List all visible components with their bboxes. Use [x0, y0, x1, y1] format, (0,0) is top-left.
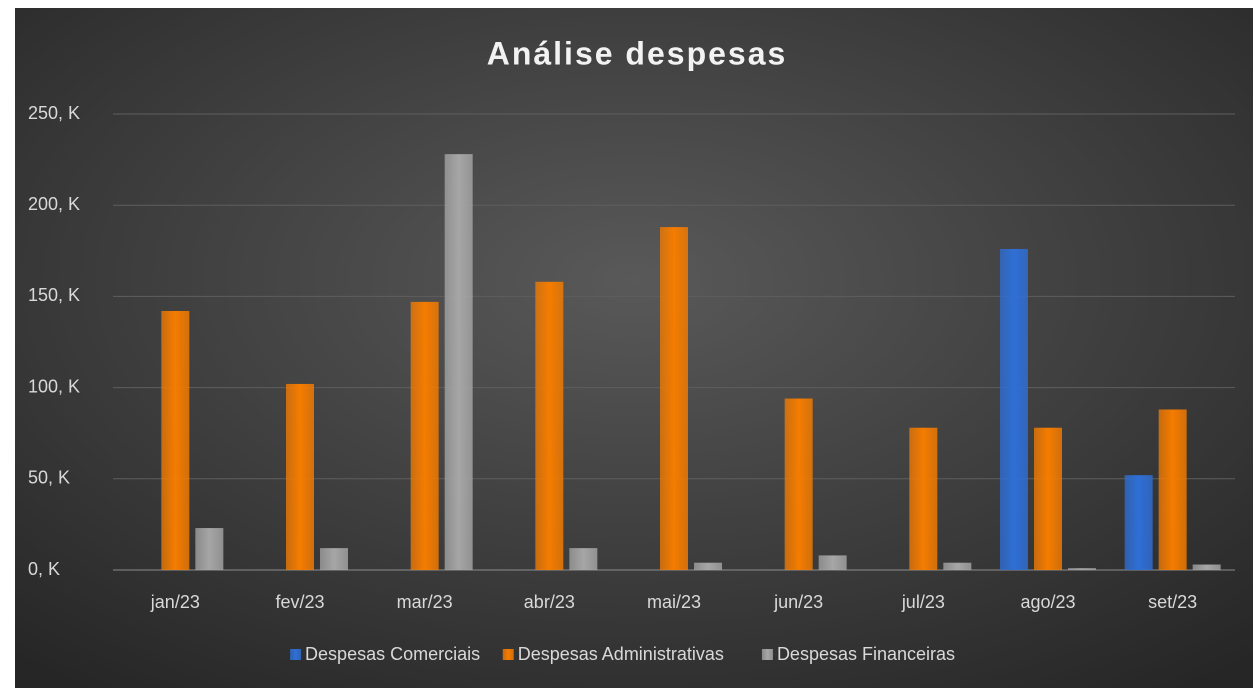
- y-tick-label: 150, K: [28, 285, 80, 305]
- bar: [1034, 427, 1062, 570]
- y-tick-label: 0, K: [28, 559, 60, 579]
- bar: [320, 548, 348, 570]
- legend-swatch: [761, 649, 773, 660]
- chart-background: [15, 8, 1253, 688]
- x-tick-label: jun/23: [773, 592, 823, 612]
- bar: [1000, 248, 1028, 570]
- x-tick-label: abr/23: [524, 592, 575, 612]
- x-tick-label: set/23: [1148, 592, 1197, 612]
- y-tick-label: 100, K: [28, 376, 80, 396]
- x-tick-label: mai/23: [647, 592, 701, 612]
- y-tick-label: 50, K: [28, 468, 70, 488]
- bar: [1124, 475, 1153, 570]
- legend-swatch: [290, 649, 302, 660]
- bar: [535, 281, 564, 570]
- bar: [943, 562, 972, 570]
- x-tick-label: jan/23: [150, 592, 200, 612]
- y-tick-label: 200, K: [28, 194, 80, 214]
- legend-swatch: [502, 649, 514, 660]
- chart-title: Análise despesas: [487, 35, 788, 71]
- bar: [444, 154, 473, 571]
- y-tick-label: 250, K: [28, 103, 80, 123]
- legend-label: Despesas Administrativas: [518, 644, 724, 664]
- bar: [410, 301, 439, 570]
- legend-label: Despesas Financeiras: [777, 644, 955, 664]
- bar: [694, 562, 722, 570]
- bar: [195, 528, 224, 570]
- x-tick-label: ago/23: [1020, 592, 1075, 612]
- bar: [784, 398, 813, 570]
- x-tick-label: mar/23: [397, 592, 453, 612]
- bar: [286, 383, 314, 570]
- bar: [1068, 568, 1096, 570]
- bar: [909, 427, 938, 570]
- legend-label: Despesas Comerciais: [305, 644, 480, 664]
- bar: [161, 310, 190, 570]
- x-tick-label: fev/23: [275, 592, 324, 612]
- bar: [660, 227, 688, 570]
- bar: [569, 548, 598, 570]
- x-tick-label: jul/23: [901, 592, 945, 612]
- bar: [1192, 564, 1221, 570]
- bar: [1158, 409, 1187, 570]
- bar: [818, 555, 847, 570]
